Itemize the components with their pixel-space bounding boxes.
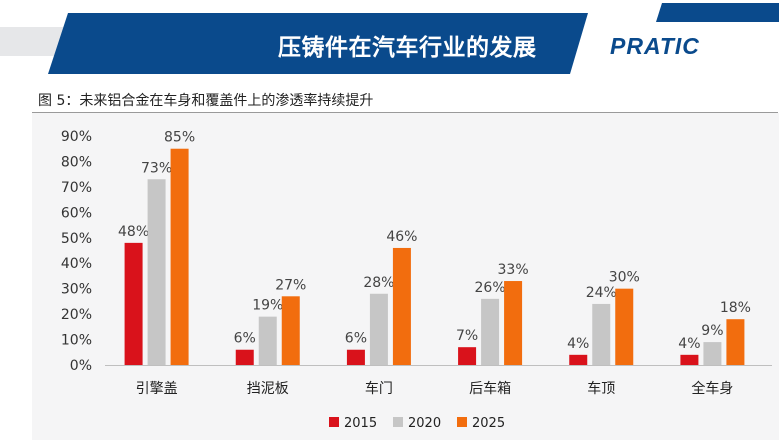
legend-swatch xyxy=(457,417,467,427)
legend-swatch xyxy=(393,417,403,427)
x-tick-label: 车门 xyxy=(365,380,393,397)
bar xyxy=(147,179,166,365)
bar xyxy=(504,281,523,365)
caption-divider xyxy=(32,112,778,113)
data-label: 26% xyxy=(475,280,506,296)
data-label: 9% xyxy=(701,323,723,339)
bar xyxy=(124,242,143,365)
data-label: 24% xyxy=(586,285,617,301)
banner-title-bar xyxy=(48,13,588,74)
x-tick-label: 后车箱 xyxy=(469,380,511,397)
bar xyxy=(392,247,411,365)
bar xyxy=(281,296,300,365)
data-label: 30% xyxy=(609,270,640,286)
y-tick-label: 70% xyxy=(61,180,92,196)
data-label: 48% xyxy=(118,224,149,240)
data-label: 27% xyxy=(275,277,306,293)
bar xyxy=(680,354,699,365)
data-label: 4% xyxy=(678,336,700,352)
bar xyxy=(258,316,277,365)
banner-small-accent xyxy=(656,3,779,22)
data-label: 85% xyxy=(164,130,195,146)
bar xyxy=(592,303,611,365)
company-logo: PRATIC xyxy=(610,33,700,59)
x-tick-label: 引擎盖 xyxy=(136,381,178,397)
y-tick-label: 50% xyxy=(61,231,92,247)
data-label: 7% xyxy=(456,328,478,344)
bar-chart: 0% 10% 20% 30% 40% 50% 60% 70% 80% 90% 48% 73% 85% 引擎… xyxy=(61,129,772,431)
legend-swatch xyxy=(329,417,339,427)
legend-label: 2020 xyxy=(408,416,441,431)
chart-panel: 0% 10% 20% 30% 40% 50% 60% 70% 80% 90% 48% 73% 85% 引擎… xyxy=(32,113,779,440)
bar xyxy=(369,293,388,365)
y-tick-label: 90% xyxy=(61,129,92,145)
bar xyxy=(703,342,722,365)
y-tick-label: 40% xyxy=(61,256,92,272)
legend-label: 2015 xyxy=(344,416,377,431)
bar xyxy=(346,349,365,365)
legend-label: 2025 xyxy=(472,416,505,431)
x-tick-label: 挡泥板 xyxy=(247,381,289,397)
data-label: 46% xyxy=(386,229,417,245)
bar xyxy=(615,288,634,365)
data-label: 28% xyxy=(363,275,394,291)
data-label: 33% xyxy=(498,262,529,278)
y-tick-label: 20% xyxy=(61,307,92,323)
data-label: 6% xyxy=(234,331,256,347)
data-label: 18% xyxy=(720,300,751,316)
y-tick-label: 60% xyxy=(61,205,92,221)
bar xyxy=(481,298,500,365)
banner-logo-plate xyxy=(582,24,779,74)
y-tick-label: 10% xyxy=(61,333,92,349)
header-banner xyxy=(0,3,779,74)
data-label: 4% xyxy=(567,336,589,352)
page-title: 压铸件在汽车行业的发展 xyxy=(278,35,537,61)
y-tick-label: 30% xyxy=(61,282,92,298)
bar xyxy=(170,148,189,365)
data-label: 6% xyxy=(345,331,367,347)
x-tick-label: 全车身 xyxy=(691,380,733,397)
x-tick-label: 车顶 xyxy=(587,380,615,397)
figure-caption: 图 5：未来铝合金在车身和覆盖件上的渗透率持续提升 xyxy=(38,93,374,109)
y-tick-label: 80% xyxy=(61,154,92,170)
data-label: 73% xyxy=(141,160,172,176)
bar xyxy=(569,354,588,365)
bar xyxy=(726,319,745,365)
bar xyxy=(458,347,477,365)
y-tick-label: 0% xyxy=(70,358,92,374)
bar xyxy=(235,349,254,365)
data-label: 19% xyxy=(252,298,283,314)
